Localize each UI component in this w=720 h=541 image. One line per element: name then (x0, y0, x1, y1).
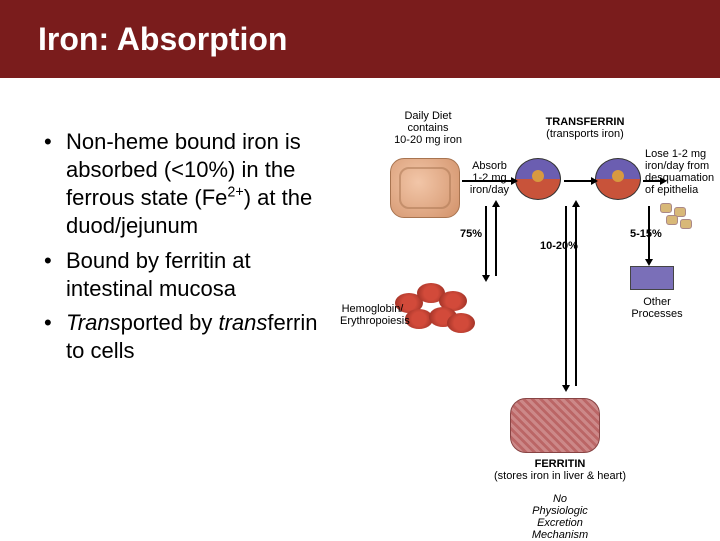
transferrin-cell-1-icon (515, 158, 561, 200)
other-box-icon (630, 266, 674, 290)
label-other: Other Processes (622, 296, 692, 320)
title-bar: Iron: Absorption (0, 0, 720, 78)
arrow-down-515-icon (648, 206, 650, 260)
content-area: Non-heme bound iron is absorbed (<10%) i… (0, 78, 720, 528)
bullet-list: Non-heme bound iron is absorbed (<10%) i… (30, 128, 340, 528)
arrow-transferrin-lose-icon (643, 180, 661, 182)
label-hemo: Hemoglobin/ Erythropoiesis (340, 303, 405, 327)
label-75: 75% (460, 228, 482, 240)
iron-diagram: Daily Diet contains 10-20 mg iron TRANSF… (340, 128, 710, 528)
arrow-down-75-icon (485, 206, 487, 276)
intestine-icon (390, 158, 460, 218)
bullet-1-sup: 2+ (227, 185, 243, 201)
arrow-up-75-icon (495, 206, 497, 276)
bullet-3-mid: ported by (121, 310, 219, 335)
arrow-transferrin-gap-icon (564, 180, 592, 182)
bullet-1: Non-heme bound iron is absorbed (<10%) i… (44, 128, 340, 241)
label-daily-diet: Daily Diet contains 10-20 mg iron (378, 110, 478, 146)
label-10-20: 10-20% (540, 240, 578, 252)
arrow-down-1020-icon (565, 206, 567, 386)
label-ferritin: FERRITIN(stores iron in liver & heart) (490, 458, 630, 482)
bullet-3-it2: trans (218, 310, 267, 335)
bullet-2: Bound by ferritin at intestinal mucosa (44, 247, 340, 303)
epithelia-icon (660, 203, 700, 233)
transferrin-cell-2-icon (595, 158, 641, 200)
arrow-intestine-transferrin-icon (462, 180, 512, 182)
bullet-3-it1: Trans (66, 310, 121, 335)
label-5-15: 5-15% (630, 228, 662, 240)
slide-title: Iron: Absorption (38, 21, 287, 58)
rbc-cluster-icon (395, 283, 475, 343)
label-no-exc: No Physiologic Excretion Mechanism (520, 493, 600, 541)
arrow-up-1020-icon (575, 206, 577, 386)
label-absorb: Absorb 1-2 mg iron/day (462, 160, 517, 196)
bullet-3: Transported by transferrin to cells (44, 309, 340, 365)
ferritin-tissue-icon (510, 398, 600, 453)
label-lose: Lose 1-2 mg iron/day from desquamation o… (645, 148, 720, 196)
label-transferrin: TRANSFERRIN(transports iron) (530, 116, 640, 140)
